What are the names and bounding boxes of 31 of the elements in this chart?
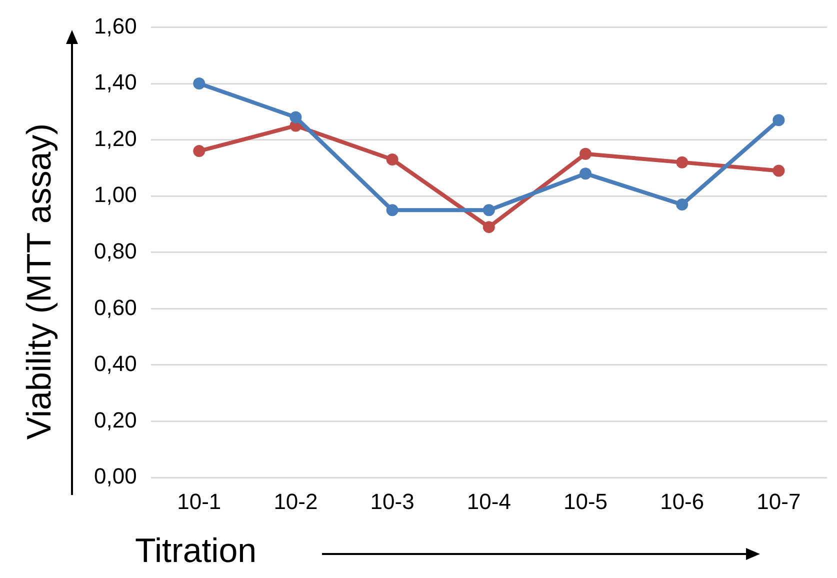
x-tick-label: 10-7 [756, 488, 801, 514]
point [193, 145, 206, 158]
y-tick-label: 0,60 [94, 294, 137, 320]
y-tick-label: 1,20 [94, 126, 137, 151]
y-axis-title: Viability (MTT assay) [20, 122, 60, 442]
point [580, 148, 592, 160]
point [482, 221, 495, 234]
point [290, 111, 302, 124]
point [676, 198, 688, 211]
point [676, 156, 688, 168]
x-tick-label: 10-5 [563, 488, 608, 514]
point [772, 114, 785, 126]
x-tick-label: 10-1 [177, 488, 222, 514]
x-tick-label: 10-2 [274, 488, 318, 514]
point [193, 78, 206, 90]
y-tick-label: 0,20 [94, 407, 137, 432]
y-tick-label: 0,40 [94, 351, 137, 376]
x-tick-label: 10-6 [660, 488, 704, 514]
x-tick-label: 10-4 [466, 488, 511, 514]
y-tick-label: 1,40 [94, 70, 137, 95]
point [386, 154, 398, 166]
x-axis-title: Titration [135, 532, 257, 571]
x-tick-label: 10-3 [370, 488, 414, 514]
point [772, 164, 785, 177]
y-tick-label: 1,60 [94, 13, 137, 38]
point [386, 204, 398, 216]
y-tick-label: 0,80 [94, 238, 137, 264]
point [580, 168, 592, 180]
y-tick-label: 0,00 [94, 464, 137, 489]
point [482, 204, 495, 216]
y-tick-label: 1,00 [94, 182, 137, 208]
